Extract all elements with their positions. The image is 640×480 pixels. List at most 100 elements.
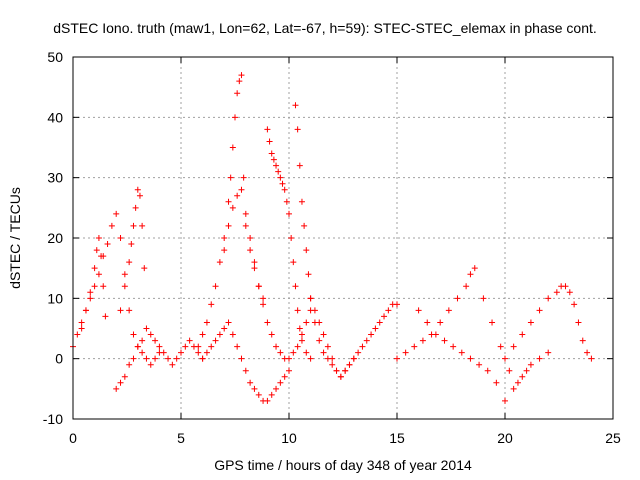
data-point (571, 301, 578, 308)
data-point (305, 271, 312, 278)
data-point (519, 331, 526, 338)
data-point (141, 265, 148, 272)
data-point (283, 198, 290, 205)
x-tick-label: 20 (497, 430, 513, 446)
data-point (130, 355, 137, 362)
data-point (139, 222, 146, 229)
data-point (307, 295, 314, 302)
data-point (502, 397, 508, 404)
data-point (234, 90, 241, 97)
y-tick-label: 50 (47, 49, 63, 65)
data-point (147, 331, 154, 338)
data-point (264, 319, 271, 326)
data-point (286, 367, 292, 374)
data-point (489, 319, 496, 326)
data-point (234, 192, 241, 199)
data-point (121, 271, 128, 278)
data-point (441, 337, 448, 344)
data-point (186, 337, 193, 344)
data-point (203, 349, 210, 356)
data-point (510, 385, 517, 392)
data-point (156, 343, 163, 350)
data-point (260, 301, 267, 308)
data-point (247, 379, 254, 386)
y-tick-label: 0 (55, 351, 63, 367)
data-point (296, 325, 303, 332)
data-point (143, 325, 150, 332)
data-point (229, 331, 236, 338)
data-point (337, 373, 344, 380)
data-point (240, 174, 247, 181)
data-point (471, 265, 478, 272)
data-point (303, 349, 310, 356)
data-point (238, 186, 245, 193)
data-series (415, 307, 552, 404)
y-axis-label: dSTEC / TECUs (7, 187, 23, 289)
data-point (227, 174, 234, 181)
data-point (82, 307, 89, 314)
data-point (251, 265, 258, 272)
data-point (139, 337, 146, 344)
data-point (87, 289, 94, 296)
data-point (350, 355, 357, 362)
data-point (225, 198, 232, 205)
data-point (566, 289, 573, 296)
data-point (342, 367, 349, 374)
data-point (221, 235, 228, 241)
data-point (467, 271, 474, 278)
data-point (242, 210, 249, 217)
data-point (74, 331, 81, 338)
data-point (266, 138, 273, 145)
data-point (126, 259, 133, 266)
data-point (229, 204, 236, 211)
data-point (346, 361, 353, 368)
data-series (502, 283, 595, 362)
data-point (316, 337, 323, 344)
data-point (562, 283, 569, 290)
data-point (169, 361, 176, 368)
data-point (497, 343, 504, 350)
data-point (292, 283, 299, 290)
data-point (91, 283, 98, 290)
data-point (232, 114, 238, 121)
data-point (199, 355, 206, 362)
data-point (545, 349, 552, 356)
data-point (121, 373, 128, 380)
x-tick-label: 25 (605, 430, 621, 446)
data-point (320, 349, 327, 356)
data-point (290, 259, 297, 266)
data-point (139, 349, 146, 356)
data-point (268, 391, 275, 398)
data-point (98, 253, 105, 260)
data-point (432, 331, 439, 338)
data-point (527, 361, 534, 368)
data-point (273, 343, 280, 350)
data-point (506, 367, 513, 374)
data-point (113, 210, 120, 217)
data-series (117, 186, 148, 314)
data-point (130, 222, 137, 229)
y-tick-label: 20 (47, 230, 63, 246)
data-point (152, 337, 159, 344)
y-tick-label: 40 (47, 109, 63, 125)
data-point (212, 283, 219, 290)
data-series (221, 186, 314, 362)
data-point (225, 222, 232, 229)
data-series (199, 319, 292, 404)
data-point (294, 307, 301, 314)
data-point (165, 355, 172, 362)
data-point (126, 307, 133, 314)
x-tick-label: 0 (69, 430, 77, 446)
data-point (545, 295, 552, 302)
data-point (536, 307, 543, 314)
data-point (527, 319, 534, 326)
data-point (277, 379, 284, 386)
data-point (78, 325, 85, 332)
data-point (411, 343, 418, 350)
data-point (182, 343, 189, 350)
data-point (242, 367, 249, 374)
data-point (221, 247, 228, 254)
data-series (78, 235, 109, 332)
x-tick-label: 15 (389, 430, 405, 446)
